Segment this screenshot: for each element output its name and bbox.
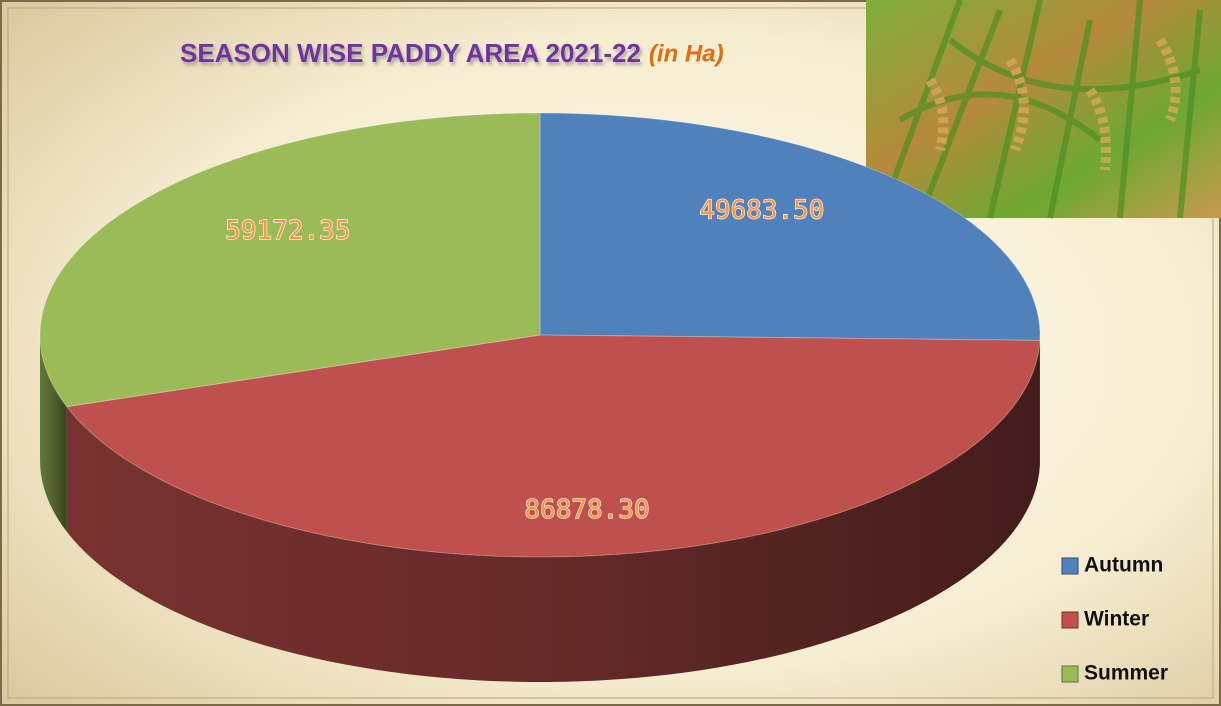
chart-subtitle: (in Ha) xyxy=(649,40,724,67)
legend-label: Winter xyxy=(1084,608,1149,631)
legend-swatch xyxy=(1061,557,1079,575)
frame xyxy=(7,7,1214,699)
pie xyxy=(39,112,1041,682)
labels: 49683.50 86878.30 59172.35 xyxy=(225,195,825,526)
pie-slice xyxy=(539,112,1041,341)
data-label: 49683.50 xyxy=(699,195,824,225)
data-label: 86878.30 xyxy=(524,495,649,525)
data-label: 59172.35 xyxy=(225,216,350,246)
legend-swatch xyxy=(1061,611,1079,629)
legend-swatch xyxy=(1061,665,1079,683)
legend-label: Summer xyxy=(1084,662,1168,685)
rice-photo xyxy=(866,0,1221,220)
pie-side-shade xyxy=(40,335,67,532)
legend-label: Autumn xyxy=(1084,554,1163,577)
pie-side-shade xyxy=(66,340,1040,682)
chart-title: SEASON WISE PADDY AREA 2021-22 xyxy=(180,38,641,68)
pie-slice xyxy=(65,334,1041,558)
legend: Autumn Winter Summer xyxy=(1061,554,1168,685)
pie-slice xyxy=(39,112,541,408)
